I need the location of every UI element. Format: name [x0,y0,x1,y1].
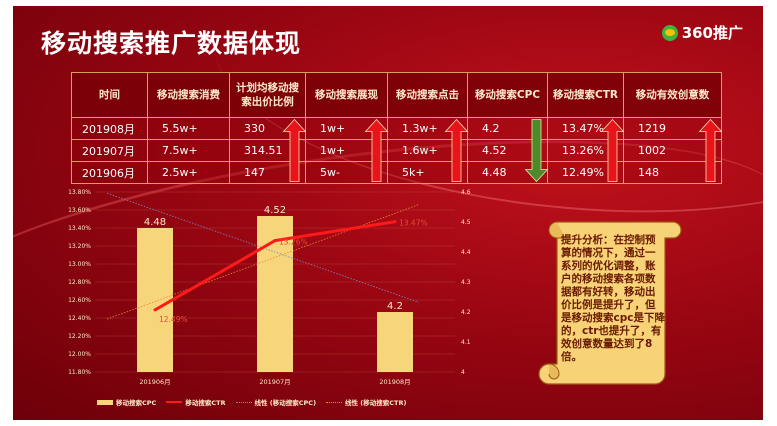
table-cell: 201908月 [71,117,148,140]
table-cell: 201906月 [71,161,148,184]
legend-swatch [166,401,183,403]
legend-label: 线性 (移动搜索CPC) [254,399,317,407]
trend-arrow-up [600,118,625,182]
bar-data-label: 4.48 [144,217,166,228]
analysis-text: 提升分析：在控制预算的情况下，通过一系列的优化调整，账户的移动搜索各项数据都有好… [561,234,665,363]
y-left-tick-label: 13.40% [68,225,91,232]
table-row: 201906月 2.5w+ 147 5w- 5k+ 4.48 12.49% 14… [71,161,722,184]
x-tick-label: 201908月 [379,378,410,386]
table-cell: 5.5w+ [147,117,230,140]
legend-label: 线性 (移动搜索CTR) [345,399,407,407]
legend-item: 移动搜索CTR [166,397,226,407]
y-right-tick-label: 4.6 [461,189,471,196]
y-left-tick-label: 12.40% [68,315,91,322]
trend-arrow-up [364,118,389,182]
table-cell: 4.2 [467,117,548,140]
x-tick-label: 201907月 [259,378,290,386]
table-cell: 147 [229,161,306,184]
bar-data-label: 4.52 [264,205,286,216]
table-cell: 12.49% [547,161,624,184]
table-cell: 1.6w+ [387,139,468,162]
legend-swatch [235,401,252,403]
y-left-tick-label: 13.80% [68,189,91,196]
y-right-tick-label: 4 [461,369,465,376]
legend-swatch [97,399,113,405]
y-left-tick-label: 13.20% [68,243,91,250]
trend-arrow-up [444,118,469,182]
y-left-tick-label: 12.60% [68,297,91,304]
trend-arrows [282,118,723,183]
table-cell: 2.5w+ [147,161,230,184]
ctr-data-label: 13.47% [399,219,428,228]
table-row: 201908月 5.5w+ 330 1w+ 1.3w+ 4.2 13.47% 1… [71,117,722,140]
table-cell: 7.5w+ [147,139,230,162]
table-cell: 314.51 [229,139,306,162]
y-right-tick-label: 4.4 [461,249,471,256]
trend-arrow-up [282,118,307,182]
y-right-tick-label: 4.1 [461,339,471,346]
legend-item: 移动搜索CPC [97,397,156,407]
brand-logo: 360推广 [661,22,743,43]
table-cell: 5w- [305,161,388,184]
table-cell: 13.26% [547,139,624,162]
table-header-row: 时间 移动搜索消费 计划均移动搜索出价比例 移动搜索展现 移动搜索点击 移动搜索… [71,72,722,118]
logo-text: 360推广 [681,24,743,42]
table-cell: 13.47% [547,117,624,140]
logo-icon [661,24,678,41]
table-cell: 201907月 [71,139,148,162]
header-cell: 移动搜索消费 [147,72,230,118]
legend-label: 移动搜索CPC [116,399,157,407]
cpc-ctr-chart: 11.80% 12.00% 12.20% 12.40% 12.60% 12.80% 13.0… [68,189,471,386]
analysis-scroll: 提升分析：在控制预算的情况下，通过一系列的优化调整，账户的移动搜索各项数据都有好… [537,214,685,392]
header-cell: 移动搜索CTR [547,72,624,118]
y-left-tick-label: 13.00% [68,261,91,268]
bar [377,312,413,372]
table-cell: 1219 [623,117,722,140]
ctr-point [393,220,397,224]
y-right-tick-label: 4.3 [461,279,471,286]
legend-label: 移动搜索CTR [185,399,226,407]
header-cell: 计划均移动搜索出价比例 [229,72,306,118]
header-cell: 时间 [71,72,148,118]
table-cell: 5k+ [387,161,468,184]
ctr-data-label: 12.49% [159,315,188,324]
table-cell: 148 [623,161,722,184]
ctr-data-label: 13.26% [279,238,308,247]
trend-arrow-up [698,118,723,182]
trendline-ctr [106,204,420,320]
y-left-tick-label: 12.00% [68,351,91,358]
y-left-tick-label: 12.20% [68,333,91,340]
legend-swatch [326,401,343,403]
page-title: 移动搜索推广数据体现 [41,29,302,58]
y-left-tick-label: 12.80% [68,279,91,286]
header-cell: 移动有效创意数 [623,72,722,118]
kpi-table: 时间 移动搜索消费 计划均移动搜索出价比例 移动搜索展现 移动搜索点击 移动搜索… [71,72,722,184]
bar [137,228,173,372]
y-left-tick-label: 13.60% [68,207,91,214]
ctr-point [273,239,277,243]
header-cell: 移动搜索CPC [467,72,548,118]
bar-data-label: 4.2 [387,301,403,312]
legend-item: 线性 (移动搜索CPC) [235,397,317,407]
table-cell: 1w+ [305,117,388,140]
legend-item: 线性 (移动搜索CTR) [326,397,406,407]
y-right-tick-label: 4.5 [461,219,471,226]
trend-arrow-down [524,119,549,183]
y-right-tick-label: 4.2 [461,309,471,316]
chart-legend: 移动搜索CPC 移动搜索CTR 线性 (移动搜索CPC) 线性 (移动搜索CTR… [97,397,406,407]
table-cell: 4.48 [467,161,548,184]
ctr-point [153,308,157,312]
header-cell: 移动搜索点击 [387,72,468,118]
y-left-tick-label: 11.80% [68,369,91,376]
slide: 移动搜索推广数据体现 360推广 时间 移动搜索消费 计划均移动搜索出价比例 移… [13,6,763,420]
x-tick-label: 201906月 [139,378,170,386]
scroll-shape [538,221,682,385]
